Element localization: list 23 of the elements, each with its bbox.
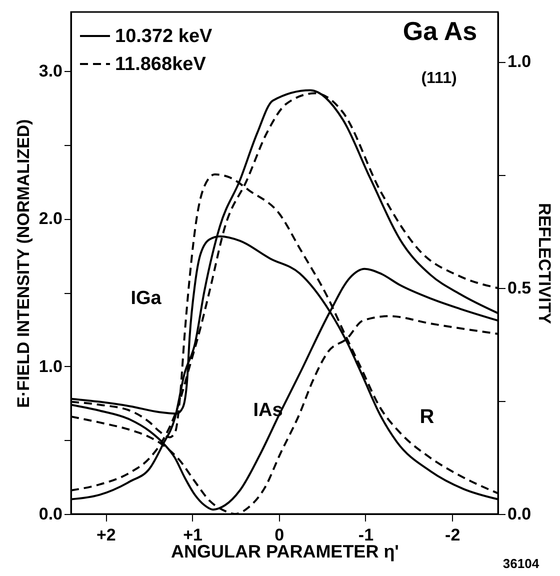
annotation: R [420, 406, 435, 428]
y2-tick-label: 0.0 [508, 504, 532, 524]
y-axis-title: E·FIELD INTENSITY (NORMALIZED) [14, 119, 33, 408]
x-tick-label: 0 [274, 526, 284, 544]
annotation: (111) [421, 70, 457, 87]
x-tick-label: -1 [358, 526, 374, 544]
x-tick-label: -2 [445, 526, 460, 544]
x-tick-label: +1 [183, 526, 202, 544]
y2-axis-title: REFLECTIVITY [535, 203, 554, 325]
annotation: IGa [130, 288, 162, 309]
x-tick-label: +2 [96, 526, 116, 544]
y-tick-label: 0.0 [38, 504, 62, 524]
annotation: IAs [253, 400, 283, 421]
y-tick-label: 2.0 [38, 209, 62, 228]
x-axis-title: ANGULAR PARAMETER η' [171, 542, 399, 562]
annotation: Ga As [402, 16, 478, 46]
y2-tick-label: 0.5 [508, 278, 532, 298]
text: 36104 [502, 556, 540, 571]
y2-tick-label: 1.0 [508, 52, 532, 72]
legend-label: 10.372 keV [115, 26, 213, 47]
y-tick-label: 3.0 [38, 62, 62, 81]
legend-label: 11.868keV [115, 54, 206, 75]
y-tick-label: 1.0 [38, 356, 62, 376]
